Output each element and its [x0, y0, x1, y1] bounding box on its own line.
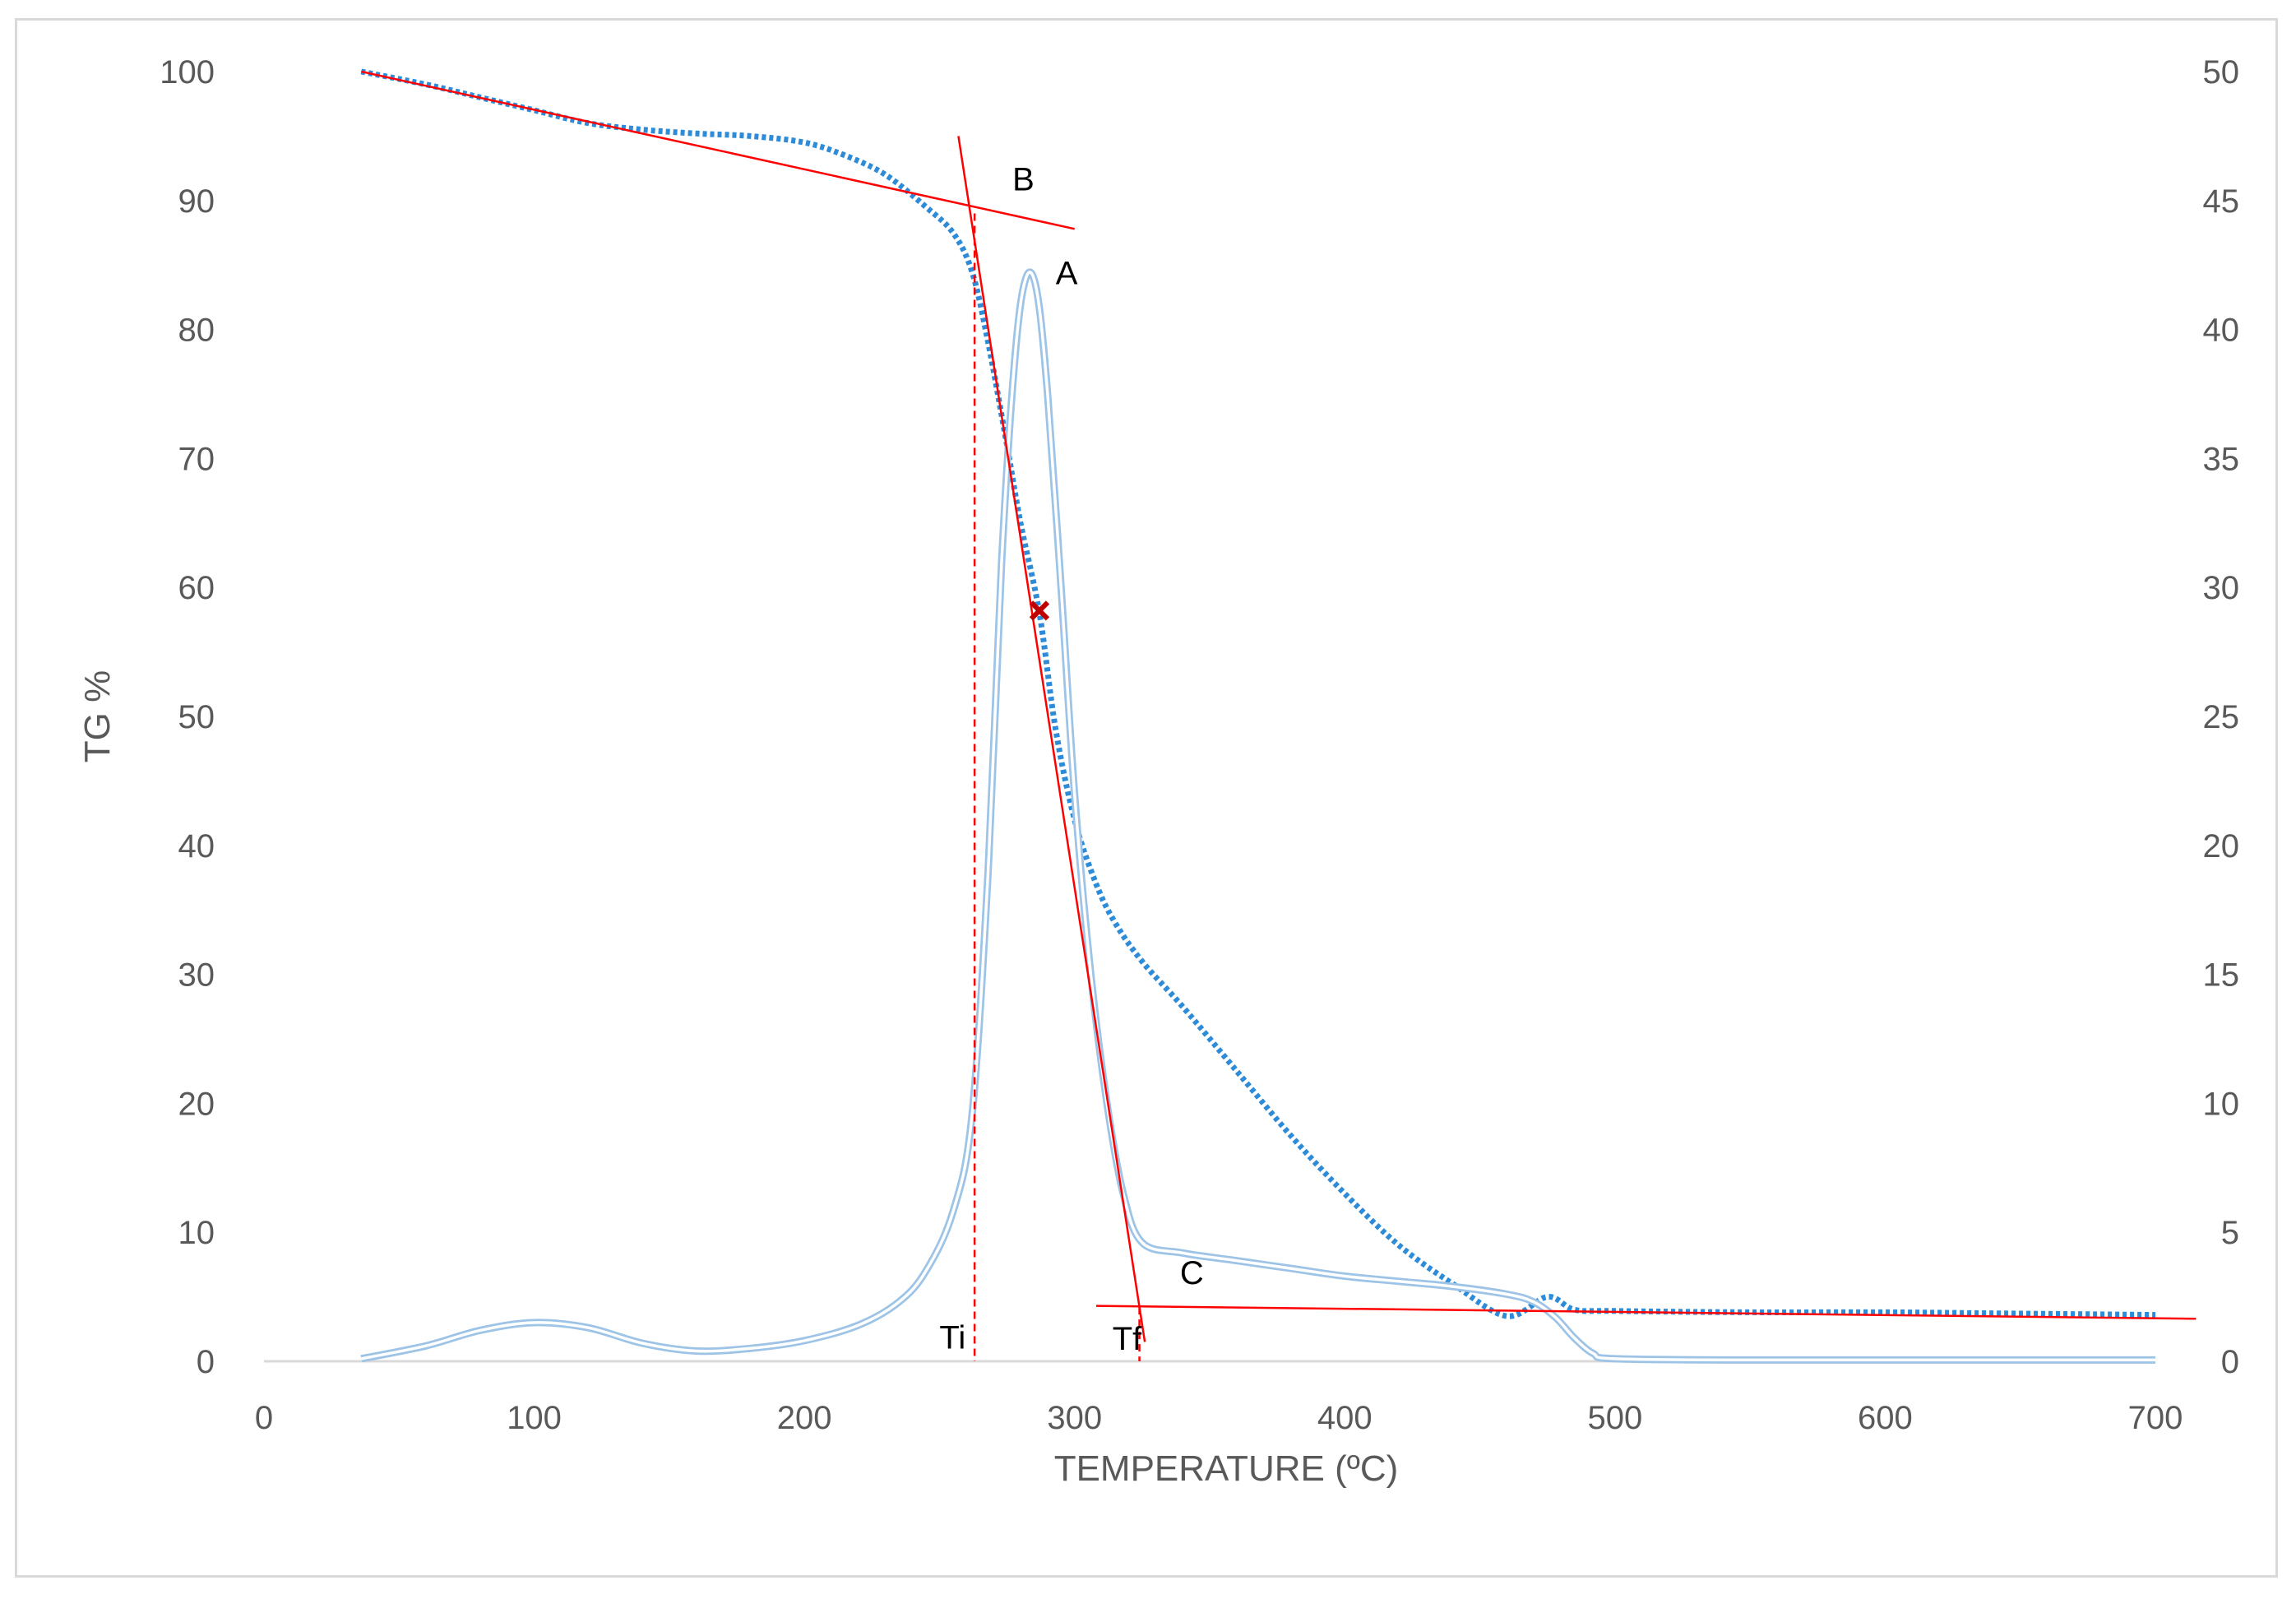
x-tick-label: 600	[1858, 1400, 1913, 1436]
y-tick-label: 30	[178, 957, 215, 994]
x-tick-label: 400	[1317, 1400, 1373, 1436]
y-tick-label: 100	[160, 54, 215, 90]
final-tangent-line	[1095, 1305, 2196, 1320]
inflection-point-marker	[1029, 600, 1050, 621]
y2-tick-label: 20	[2203, 828, 2240, 864]
chart-figure: 0 100 200 300 400 500 600 700 0 10 20 30 40 50 60 70 80 9…	[15, 18, 2278, 1578]
y-tick-label: 0	[197, 1344, 215, 1380]
labels-group: 0 100 200 300 400 500 600 700010203040506070809…	[77, 54, 2239, 1489]
x-tick-label: 300	[1047, 1400, 1102, 1436]
y-tick-label: 70	[178, 441, 215, 477]
annotation-c: C	[1180, 1255, 1204, 1291]
y-tick-label: 90	[178, 183, 215, 220]
y-axis-title: TG %	[77, 670, 118, 762]
x-tick-label: 700	[2128, 1400, 2183, 1436]
y2-tick-label: 50	[2203, 54, 2240, 90]
y-tick-label: 50	[178, 699, 215, 735]
y-tick-label: 20	[178, 1086, 215, 1122]
y-tick-label: 80	[178, 313, 215, 349]
y2-tick-label: 40	[2203, 313, 2240, 349]
y2-tick-label: 0	[2221, 1344, 2239, 1380]
decomposition-tangent-line	[957, 136, 1146, 1342]
y2-tick-label: 5	[2221, 1215, 2239, 1251]
annotation-a: A	[1056, 256, 1078, 292]
x-tick-label: 0	[255, 1400, 273, 1436]
marker-stroke	[1029, 600, 1050, 621]
dtg-series-line-outer	[360, 268, 2155, 1365]
y2-tick-label: 10	[2203, 1086, 2240, 1122]
annotation-tf: Tf	[1113, 1321, 1142, 1357]
annotation-ti: Ti	[939, 1319, 965, 1356]
dtg-series-line-inner	[360, 271, 2155, 1362]
x-tick-label: 200	[777, 1400, 832, 1436]
initial-tangent-line	[361, 70, 1075, 230]
y-tick-label: 60	[178, 570, 215, 606]
y2-tick-label: 15	[2203, 957, 2240, 994]
tg-series-line	[360, 68, 2156, 1319]
y2-tick-label: 30	[2203, 570, 2240, 606]
y-tick-label: 40	[178, 828, 215, 864]
y2-tick-label: 35	[2203, 441, 2240, 477]
y-tick-label: 10	[178, 1215, 215, 1251]
y2-tick-label: 45	[2203, 183, 2240, 220]
x-tick-label: 100	[507, 1400, 562, 1436]
y2-tick-label: 25	[2203, 699, 2240, 735]
x-axis-title: TEMPERATURE (ºC)	[1054, 1448, 1399, 1489]
chart-svg: 0 100 200 300 400 500 600 700010203040506070809…	[77, 54, 2239, 1489]
x-tick-label: 500	[1587, 1400, 1642, 1436]
annotation-b: B	[1012, 161, 1035, 197]
series-group	[360, 68, 2196, 1365]
